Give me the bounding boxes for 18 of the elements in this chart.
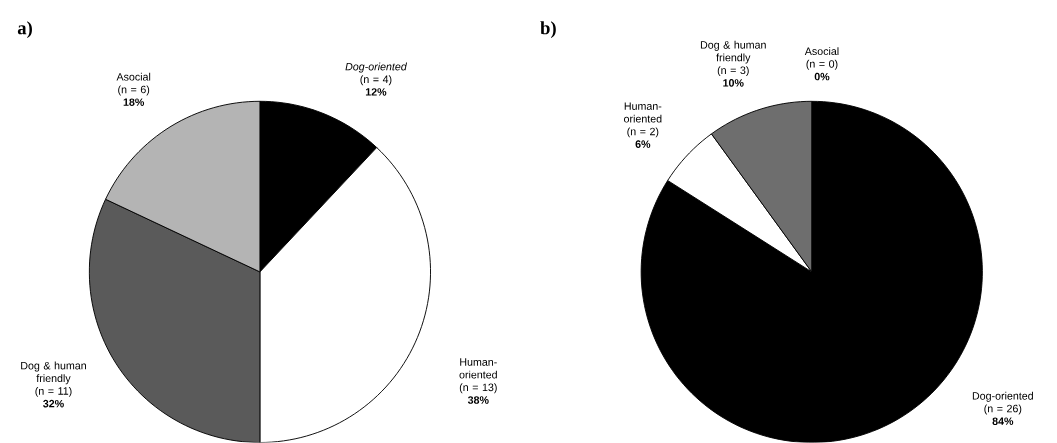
chart-title: a) <box>17 21 32 39</box>
data-label: 18% <box>123 98 145 107</box>
slice-label: Human-oriented (n = 2) <box>624 102 662 138</box>
chart-title: b) <box>540 21 556 39</box>
data-label: 12% <box>365 88 387 96</box>
slice-label: Dog & human friendly (n = 3) <box>700 41 766 77</box>
slice-label: Dog-oriented (n = 4) <box>345 62 408 86</box>
slice-label: Dog-oriented (n = 26) <box>972 392 1033 415</box>
data-label: 38% <box>467 396 489 405</box>
text: 0% <box>814 73 830 81</box>
data-label: 6% <box>635 140 651 149</box>
data-label: 84% <box>992 417 1014 426</box>
category-label: Asocial (n = 0) <box>804 47 839 71</box>
data-label: 32% <box>43 400 64 408</box>
slice-label: Dog & human friendly (n = 11) <box>21 361 86 398</box>
slice-label: Human-oriented (n = 13) <box>459 358 497 394</box>
slice-label: Asocial (n = 6) <box>116 73 151 96</box>
data-label: 10% <box>723 79 744 87</box>
